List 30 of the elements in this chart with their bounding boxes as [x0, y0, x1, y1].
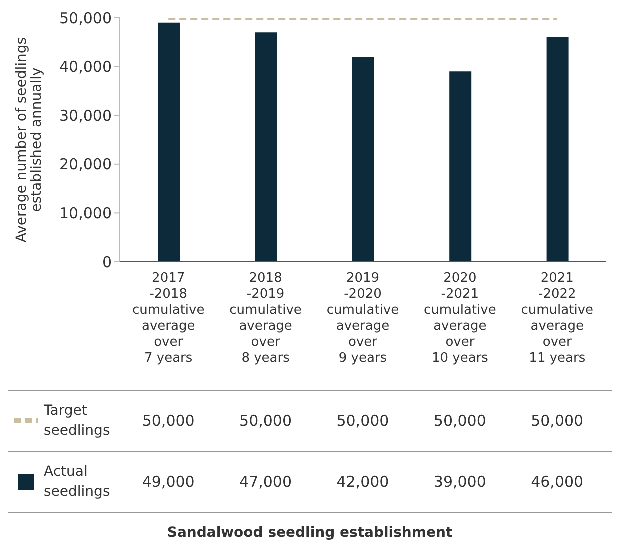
bar [450, 72, 472, 262]
y-axis-title: Average number of seedlings established annually [14, 37, 45, 243]
x-tick-label: 2019 -2020 cumulative average over 9 years [326, 271, 400, 366]
y-tick-label: 0 [102, 253, 112, 272]
bar [546, 38, 569, 262]
bar [255, 32, 278, 262]
data-label: 46,000 [530, 473, 585, 491]
x-tick-label: 2020 -2021 cumulative average over 10 years [424, 271, 496, 366]
y-tick-label: 20,000 [60, 156, 112, 174]
data-label: 50,000 [530, 412, 585, 430]
data-label: 49,000 [141, 473, 196, 491]
legend-label: Actual seedlings [44, 463, 110, 502]
bar [158, 22, 180, 262]
x-tick-label: 2018 -2019 cumulative average over 8 years [230, 271, 302, 366]
bar [352, 57, 374, 262]
data-label: 42,000 [336, 473, 390, 491]
data-label: 50,000 [141, 412, 196, 430]
data-label: 47,000 [238, 473, 294, 491]
data-label: 50,000 [432, 412, 488, 430]
y-tick-label: 40,000 [60, 58, 112, 76]
y-tick-label: 10,000 [60, 204, 112, 223]
data-label: 50,000 [238, 412, 294, 430]
legend-label: Target seedlings [44, 402, 110, 441]
data-label: 39,000 [432, 473, 488, 491]
text: Sandalwood seedling establishment [166, 525, 454, 541]
x-tick-label: 2017 -2018 cumulative average over 7 years [132, 271, 205, 366]
data-label: 50,000 [336, 412, 390, 430]
y-tick-label: 30,000 [60, 106, 112, 125]
x-tick-label: 2021 -2022 cumulative average over 11 years [521, 271, 594, 366]
y-tick-label: 50,000 [60, 9, 112, 28]
